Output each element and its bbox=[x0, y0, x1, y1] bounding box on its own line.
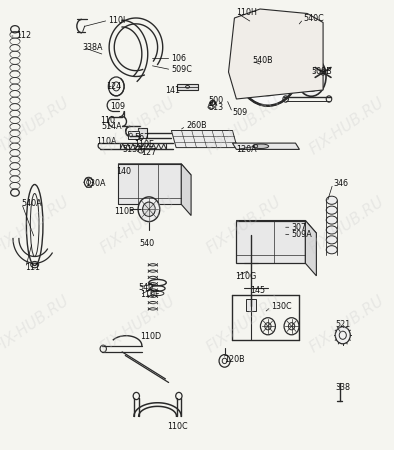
Polygon shape bbox=[118, 164, 181, 204]
Text: FIX-HUB.RU: FIX-HUB.RU bbox=[98, 293, 178, 355]
Text: 109: 109 bbox=[110, 102, 125, 111]
Text: 540: 540 bbox=[138, 283, 153, 292]
Text: FIX-HUB.RU: FIX-HUB.RU bbox=[0, 293, 72, 355]
Text: 110: 110 bbox=[100, 116, 115, 125]
Ellipse shape bbox=[326, 206, 337, 214]
Ellipse shape bbox=[256, 42, 280, 75]
Text: FIX-HUB.RU: FIX-HUB.RU bbox=[307, 194, 387, 256]
Bar bbox=[246, 299, 256, 311]
Text: 260B: 260B bbox=[186, 122, 206, 130]
Text: 120B: 120B bbox=[225, 355, 245, 364]
Text: 140: 140 bbox=[116, 167, 131, 176]
Text: 110I: 110I bbox=[108, 16, 126, 25]
Text: 514A: 514A bbox=[102, 122, 122, 131]
Ellipse shape bbox=[326, 246, 337, 254]
Text: 509B: 509B bbox=[311, 67, 332, 76]
Text: FIX-HUB.RU: FIX-HUB.RU bbox=[98, 194, 178, 256]
Text: FIX-HUB.RU: FIX-HUB.RU bbox=[307, 95, 387, 157]
Polygon shape bbox=[305, 220, 316, 276]
Text: 338: 338 bbox=[336, 383, 351, 392]
Text: 513: 513 bbox=[209, 103, 224, 112]
Text: 509C: 509C bbox=[171, 65, 192, 74]
Ellipse shape bbox=[326, 226, 337, 234]
Text: 110A: 110A bbox=[97, 137, 117, 146]
Ellipse shape bbox=[143, 202, 155, 216]
Polygon shape bbox=[229, 9, 323, 99]
Text: 307: 307 bbox=[292, 223, 307, 232]
Text: 110B: 110B bbox=[114, 207, 135, 216]
Polygon shape bbox=[171, 130, 237, 148]
Text: 346: 346 bbox=[333, 179, 348, 188]
Ellipse shape bbox=[335, 327, 350, 344]
Text: 500: 500 bbox=[209, 96, 224, 105]
Text: 338A: 338A bbox=[83, 43, 103, 52]
Text: 540: 540 bbox=[140, 238, 155, 248]
Text: FIX-HUB.RU: FIX-HUB.RU bbox=[98, 95, 178, 157]
Polygon shape bbox=[236, 220, 316, 233]
Ellipse shape bbox=[326, 196, 337, 204]
Text: 509A: 509A bbox=[292, 230, 312, 239]
Text: 521: 521 bbox=[336, 320, 351, 329]
Text: 111: 111 bbox=[26, 263, 41, 272]
Ellipse shape bbox=[326, 216, 337, 224]
Text: 130C: 130C bbox=[271, 302, 292, 311]
Text: 120A: 120A bbox=[236, 145, 257, 154]
Text: FIX-HUB.RU: FIX-HUB.RU bbox=[204, 95, 284, 157]
Ellipse shape bbox=[326, 236, 337, 244]
Text: 513A: 513A bbox=[122, 145, 143, 154]
Text: 106: 106 bbox=[171, 54, 186, 63]
Text: 110G: 110G bbox=[236, 272, 257, 281]
Text: 540A: 540A bbox=[22, 199, 42, 208]
Text: 567: 567 bbox=[134, 133, 149, 142]
Ellipse shape bbox=[253, 144, 269, 148]
Text: 127: 127 bbox=[141, 148, 156, 157]
Text: 110F: 110F bbox=[140, 290, 159, 299]
Ellipse shape bbox=[296, 57, 326, 96]
Polygon shape bbox=[236, 220, 305, 263]
Bar bbox=[128, 131, 139, 139]
Text: FIX-HUB.RU: FIX-HUB.RU bbox=[204, 293, 284, 355]
Polygon shape bbox=[181, 164, 191, 216]
Text: 110C: 110C bbox=[167, 422, 188, 431]
Text: 145: 145 bbox=[251, 286, 266, 295]
Text: 110E: 110E bbox=[134, 140, 154, 149]
Text: FIX-HUB.RU: FIX-HUB.RU bbox=[0, 194, 72, 256]
Text: FIX-HUB.RU: FIX-HUB.RU bbox=[0, 95, 72, 157]
Text: 540B: 540B bbox=[252, 56, 273, 65]
Bar bbox=[177, 84, 198, 90]
Text: 509: 509 bbox=[232, 108, 248, 117]
Polygon shape bbox=[232, 143, 299, 149]
Polygon shape bbox=[118, 164, 191, 175]
Bar bbox=[138, 128, 147, 138]
Text: 124: 124 bbox=[106, 82, 121, 91]
Text: 130A: 130A bbox=[85, 179, 105, 188]
Text: 112: 112 bbox=[16, 32, 31, 40]
Text: FIX-HUB.RU: FIX-HUB.RU bbox=[204, 194, 284, 256]
Text: 540C: 540C bbox=[303, 14, 324, 23]
Ellipse shape bbox=[138, 197, 160, 222]
Text: 110D: 110D bbox=[140, 332, 161, 341]
Text: FIX-HUB.RU: FIX-HUB.RU bbox=[307, 293, 387, 355]
Text: 141: 141 bbox=[165, 86, 180, 95]
Ellipse shape bbox=[233, 11, 302, 106]
Text: 110H: 110H bbox=[236, 8, 257, 17]
